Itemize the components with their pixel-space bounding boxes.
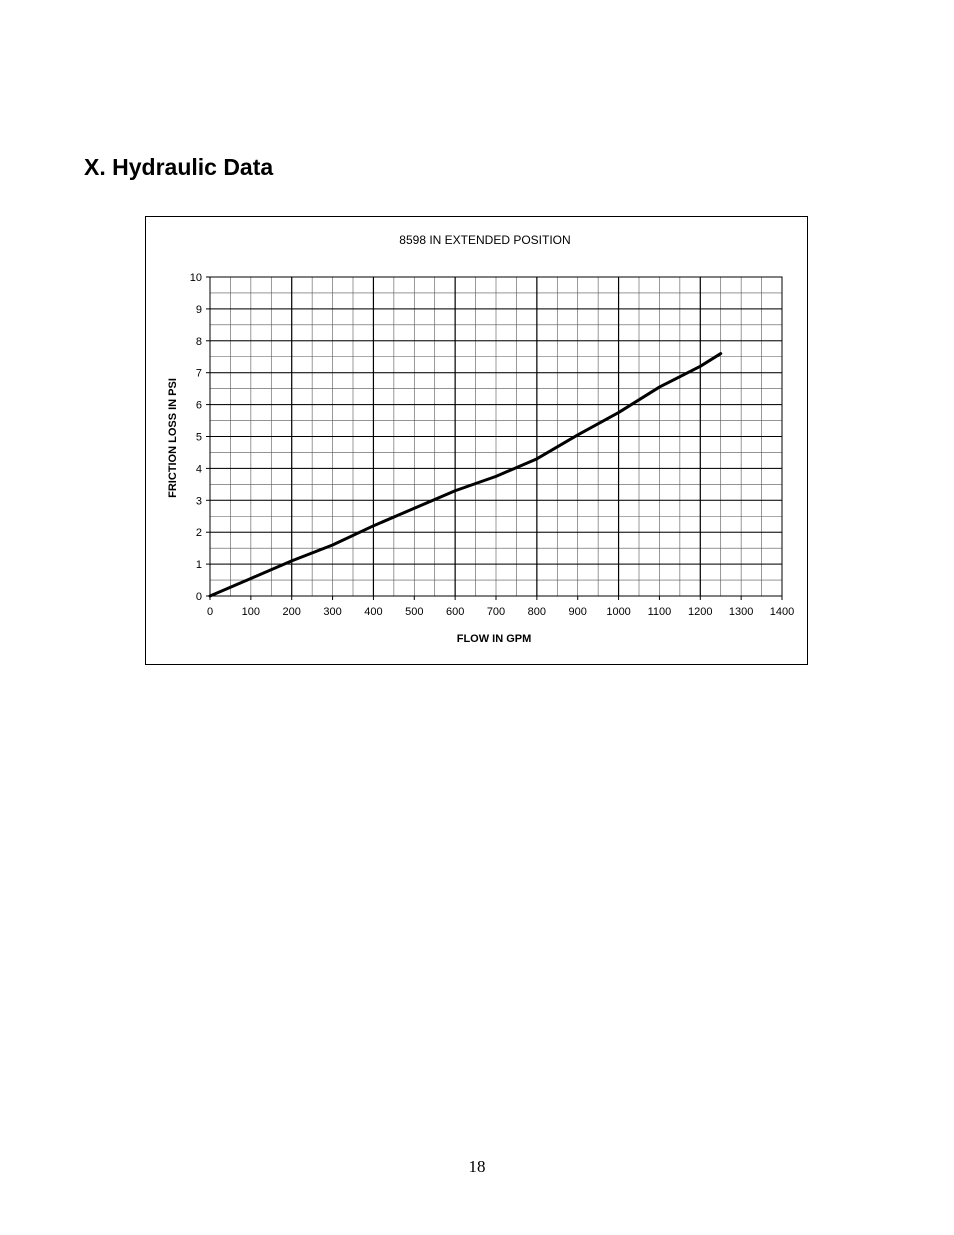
y-tick-label: 0 (196, 591, 202, 603)
x-tick-label: 200 (283, 606, 301, 618)
x-tick-label: 1100 (648, 606, 672, 618)
x-tick-label: 1200 (688, 606, 712, 618)
y-tick-label: 9 (196, 304, 202, 316)
friction-loss-chart: 8598 IN EXTENDED POSITION 0 1 2 3 4 5 6 7 8 9 10 0… (167, 233, 794, 645)
y-tick-label: 1 (196, 559, 202, 571)
y-tick-label: 10 (190, 272, 202, 284)
x-tick-label: 1000 (606, 606, 630, 618)
y-tick-label: 2 (196, 527, 202, 539)
x-tick-label: 300 (323, 606, 341, 618)
x-tick-label: 800 (528, 606, 546, 618)
page-number: 18 (468, 1157, 486, 1176)
y-axis-label: FRICTION LOSS IN PSI (167, 378, 179, 498)
x-tick-label: 700 (487, 606, 505, 618)
y-tick-label: 3 (196, 495, 202, 507)
y-tick-label: 8 (196, 336, 202, 348)
y-tick-label: 6 (196, 400, 202, 412)
x-axis-label: FLOW IN GPM (457, 633, 532, 645)
y-tick-label: 4 (196, 463, 202, 475)
y-tick-label: 5 (196, 432, 202, 444)
x-tick-label: 1300 (729, 606, 753, 618)
chart-frame: 8598 IN EXTENDED POSITION 0 1 2 3 4 5 6 7 8 9 10 0… (145, 216, 808, 665)
x-tick-label: 1400 (770, 606, 794, 618)
x-tick-label: 400 (364, 606, 382, 618)
x-tick-label: 600 (446, 606, 464, 618)
series-line (208, 352, 723, 598)
x-tick-label: 100 (242, 606, 260, 618)
x-tick-label: 500 (405, 606, 423, 618)
x-tick-label: 0 (207, 606, 213, 618)
x-tick-label: 900 (569, 606, 587, 618)
section-title: X. Hydraulic Data (84, 154, 274, 180)
chart-title: 8598 IN EXTENDED POSITION (399, 233, 570, 247)
y-tick-label: 7 (196, 368, 202, 380)
